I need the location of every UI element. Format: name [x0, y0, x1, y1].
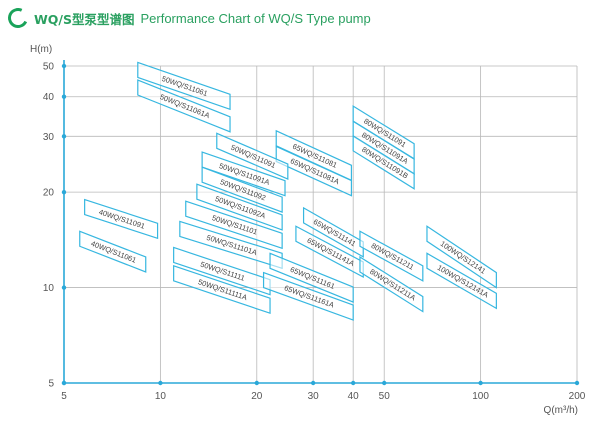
pump-zone-shape	[426, 252, 497, 310]
pump-zones: 50WQ/S1106150WQ/S11061A65WQ/S1108165WQ/S…	[79, 61, 497, 321]
pump-zone-shape	[262, 271, 354, 321]
pump-zone-shape	[201, 151, 286, 197]
x-tick-label: 40	[348, 391, 360, 402]
pump-zone-shape	[359, 255, 424, 313]
pump-zone-shape	[137, 79, 231, 133]
x-tick-label: 10	[155, 391, 167, 402]
x-tick-label: 100	[472, 391, 489, 402]
x-tick-label: 30	[308, 391, 320, 402]
grid-lines	[64, 65, 578, 383]
axes: 5 10 20 30 40 50 100 200 5 10 20 30 40 50	[43, 60, 586, 402]
pump-zone-shape	[79, 230, 147, 273]
pump-zone-shape	[359, 230, 424, 282]
y-tick-label: 30	[43, 132, 55, 143]
x-tick-label: 5	[61, 391, 67, 402]
x-tick-label: 50	[379, 391, 391, 402]
pump-zone-shape	[173, 246, 271, 296]
chart-title: WQ/S型泵型谱图 Performance Chart of WQ/S Type…	[5, 5, 371, 31]
pump-zone-shape	[137, 61, 231, 111]
pump-zone-shape	[173, 265, 271, 315]
title-cn: WQ/S型泵型谱图	[34, 11, 135, 27]
pump-zone-shape	[196, 183, 283, 231]
pump-zone-shape	[84, 198, 159, 240]
pump-zone: 40WQ/S11091	[84, 198, 159, 240]
y-axis-label: H(m)	[30, 44, 52, 55]
pump-zone-shape	[185, 200, 283, 250]
x-axis-label: Q(m³/h)	[544, 405, 578, 416]
pump-zone-shape	[201, 166, 283, 213]
y-tick-label: 5	[48, 379, 54, 390]
x-tick-label: 20	[251, 391, 263, 402]
y-tick-label: 10	[43, 283, 55, 294]
y-tick-label: 50	[43, 62, 55, 73]
pump-zone-shape	[216, 132, 289, 180]
x-tick-label: 200	[569, 391, 586, 402]
pump-zone-shape	[269, 252, 354, 303]
pump-zone-shape	[275, 145, 353, 197]
pump-zone-shape	[295, 225, 364, 278]
title-en: Performance Chart of WQ/S Type pump	[140, 10, 371, 26]
pump-zone-shape	[302, 206, 364, 258]
pump-zone-shape	[426, 225, 497, 289]
y-tick-label: 40	[43, 92, 55, 103]
pump-zone-shape	[352, 134, 415, 190]
y-tick-label: 20	[43, 188, 55, 199]
pump-zone: 40WQ/S11061	[79, 230, 147, 273]
